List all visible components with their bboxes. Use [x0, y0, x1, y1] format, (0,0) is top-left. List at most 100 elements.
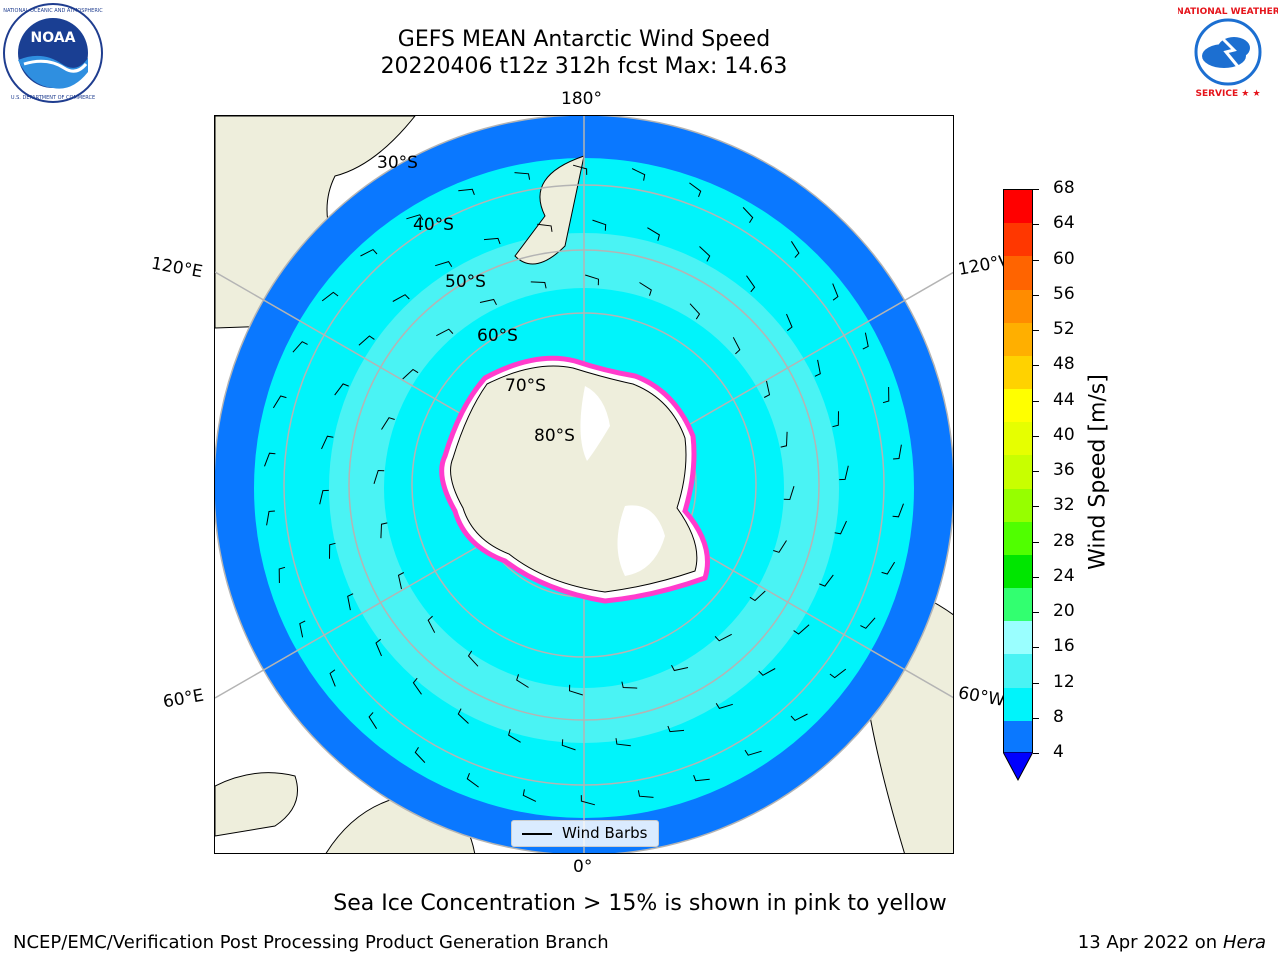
colorbar: [1003, 189, 1033, 755]
wind-barb: [516, 674, 529, 688]
wind-barb: [568, 684, 583, 696]
lat-label-50s: 50°S: [445, 272, 486, 292]
wind-barb: [278, 566, 286, 584]
wind-barb: [321, 291, 339, 302]
wind-barb: [467, 650, 479, 667]
lon-label-0: 0°: [573, 857, 593, 877]
wind-barb: [368, 712, 378, 729]
wind-barb: [537, 223, 553, 232]
colorbar-segment: [1004, 355, 1032, 390]
wind-barb: [592, 219, 607, 231]
date-stamp: 13 Apr 2022 on Hera: [1078, 932, 1266, 953]
wind-barb: [790, 241, 800, 258]
colorbar-tick-label: 4: [1053, 742, 1064, 762]
colorbar-segment: [1004, 422, 1032, 456]
wind-barb: [329, 669, 336, 687]
colorbar-segment: [1004, 455, 1032, 490]
wind-barb: [358, 335, 375, 346]
wind-barb: [479, 298, 497, 306]
wind-barb: [347, 593, 354, 611]
wind-barb: [647, 227, 660, 241]
colorbar-tick-label: 60: [1053, 248, 1075, 269]
wind-barb: [689, 303, 701, 320]
chart-title: GEFS MEAN Antarctic Wind Speed: [397, 27, 771, 52]
colorbar-tick-label: 8: [1053, 706, 1064, 727]
wind-barb: [839, 465, 849, 481]
colorbar-tick-mark: [1033, 753, 1039, 754]
legend-line: [522, 833, 552, 835]
wind-barb: [893, 444, 902, 460]
colorbar-tick-mark: [1033, 717, 1039, 719]
wind-barb: [882, 386, 890, 404]
wind-barb: [829, 668, 847, 679]
colorbar-segment: [1004, 289, 1032, 324]
wind-barb: [572, 164, 588, 175]
wind-barb: [406, 214, 424, 221]
lat-label-30s: 30°S: [377, 153, 418, 173]
wind-barb: [699, 246, 711, 262]
colorbar-tick-mark: [1033, 294, 1039, 296]
wind-barb: [746, 275, 756, 293]
lat-label-80s: 80°S: [534, 426, 575, 446]
wind-barb: [763, 380, 771, 398]
colorbar-tick-mark: [1033, 682, 1039, 684]
date-text: 13 Apr 2022 on: [1077, 932, 1218, 953]
svg-text:NOAA: NOAA: [31, 30, 76, 46]
wind-barb: [373, 469, 385, 484]
lon-label-60w: 60°W: [956, 683, 1007, 711]
wind-barb: [834, 520, 847, 535]
colorbar-segment: [1004, 720, 1032, 755]
legend-label: Wind Barbs: [562, 824, 648, 842]
colorbar-tick-mark: [1033, 576, 1039, 578]
wind-barb: [360, 248, 378, 257]
wind-barb: [321, 435, 334, 450]
colorbar-tick-mark: [1033, 541, 1039, 543]
chart-subtitle: 20220406 t12z 312h fcst Max: 14.63: [380, 54, 788, 79]
colorbar-segment: [1004, 190, 1032, 224]
wind-barb: [714, 633, 732, 642]
colorbar-tick-mark: [1033, 189, 1039, 190]
svg-text:NATIONAL WEATHER: NATIONAL WEATHER: [1178, 7, 1278, 17]
wind-barb: [457, 708, 469, 724]
colorbar-tick-label: 52: [1053, 319, 1075, 339]
colorbar-tick-label: 56: [1053, 283, 1075, 304]
colorbar-tick-mark: [1033, 506, 1039, 508]
lat-label-40s: 40°S: [413, 215, 454, 235]
colorbar-segment: [1004, 521, 1032, 556]
wind-barb: [667, 725, 685, 733]
colorbar-tick-mark: [1033, 647, 1039, 649]
wind-barb: [508, 729, 521, 743]
colorbar-segment: [1004, 256, 1032, 291]
wind-barb: [381, 417, 395, 430]
colorbar-tick-label: 20: [1053, 601, 1075, 621]
wind-barb: [639, 282, 652, 296]
wind-barb: [715, 703, 733, 709]
colorbar-tick-label: 24: [1053, 565, 1075, 586]
wind-barb: [860, 617, 876, 629]
wind-barb: [832, 411, 839, 428]
svg-text:NATIONAL OCEANIC AND ATMOSPHER: NATIONAL OCEANIC AND ATMOSPHERIC: [3, 8, 103, 14]
colorbar-segment: [1004, 654, 1032, 689]
wind-barb: [380, 522, 388, 539]
wind-barb: [514, 172, 531, 180]
colorbar-tick-label: 16: [1053, 636, 1075, 657]
wind-barb: [458, 188, 475, 195]
wind-barb: [436, 328, 454, 337]
wind-barb: [786, 313, 793, 332]
colorbar-tick-label: 64: [1053, 213, 1075, 234]
colorbar-segment: [1004, 687, 1032, 722]
wind-barb: [412, 677, 422, 695]
sea-ice-note: Sea Ice Concentration > 15% is shown in …: [333, 891, 947, 916]
wind-barb: [392, 294, 410, 302]
wind-barb: [292, 341, 308, 353]
colorbar-tick-label: 28: [1053, 530, 1075, 551]
wind-barb: [272, 395, 287, 409]
wind-barb: [832, 283, 839, 301]
credit-text: NCEP/EMC/Verification Post Processing Pr…: [13, 932, 609, 953]
wind-barb: [414, 747, 426, 763]
colorbar-tick-label: 36: [1053, 460, 1075, 480]
colorbar-segment: [1004, 322, 1032, 357]
wind-barb: [749, 590, 766, 602]
wind-barb: [264, 452, 276, 467]
wind-barbs: [264, 164, 904, 806]
